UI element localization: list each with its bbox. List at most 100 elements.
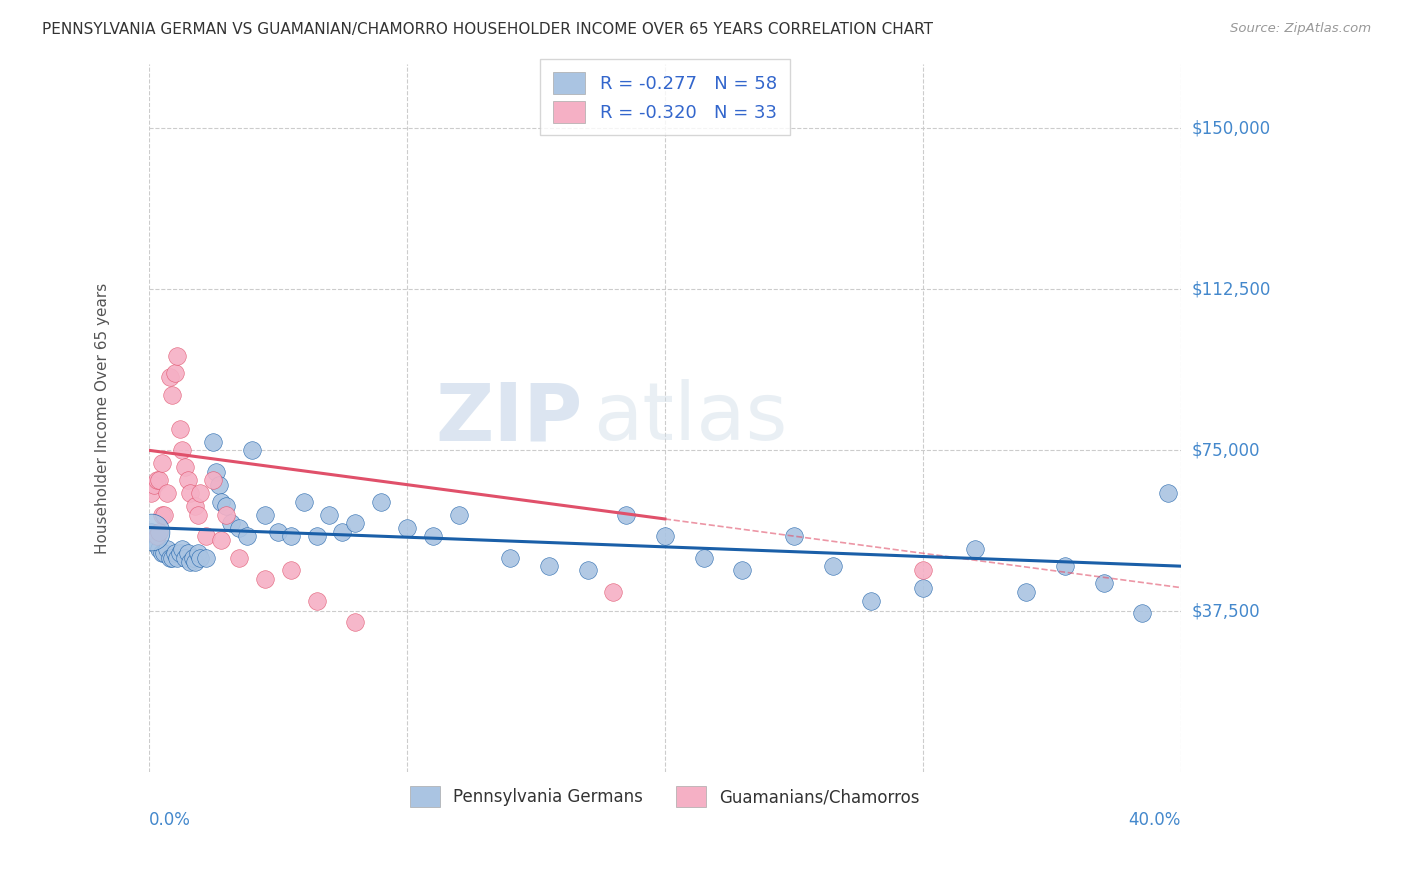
Point	[370, 495, 392, 509]
Point	[179, 486, 201, 500]
Point	[166, 349, 188, 363]
Point	[145, 473, 167, 487]
Point	[1053, 559, 1076, 574]
Point	[576, 564, 599, 578]
Point	[1130, 607, 1153, 621]
Legend: Pennsylvania Germans, Guamanians/Chamorros: Pennsylvania Germans, Guamanians/Chamorr…	[404, 780, 927, 814]
Point	[187, 508, 209, 522]
Text: Source: ZipAtlas.com: Source: ZipAtlas.com	[1230, 22, 1371, 36]
Point	[159, 370, 181, 384]
Point	[602, 585, 624, 599]
Point	[783, 529, 806, 543]
Point	[150, 508, 173, 522]
Point	[215, 508, 238, 522]
Point	[537, 559, 560, 574]
Point	[1157, 486, 1180, 500]
Point	[499, 550, 522, 565]
Point	[174, 460, 197, 475]
Point	[174, 550, 197, 565]
Point	[305, 529, 328, 543]
Point	[159, 550, 181, 565]
Text: 40.0%: 40.0%	[1129, 811, 1181, 829]
Point	[163, 366, 186, 380]
Point	[614, 508, 637, 522]
Point	[240, 443, 263, 458]
Point	[169, 546, 191, 560]
Point	[731, 564, 754, 578]
Point	[963, 541, 986, 556]
Point	[145, 529, 167, 543]
Point	[153, 546, 176, 560]
Text: $150,000: $150,000	[1192, 120, 1271, 137]
Point	[692, 550, 714, 565]
Point	[176, 473, 198, 487]
Point	[172, 443, 194, 458]
Point	[148, 524, 170, 539]
Text: ZIP: ZIP	[434, 379, 582, 457]
Point	[150, 456, 173, 470]
Point	[141, 524, 163, 539]
Point	[160, 550, 183, 565]
Point	[143, 477, 166, 491]
Point	[148, 473, 170, 487]
Point	[654, 529, 676, 543]
Point	[202, 434, 225, 449]
Point	[202, 473, 225, 487]
Point	[148, 541, 170, 556]
Point	[141, 486, 163, 500]
Point	[209, 533, 232, 548]
Point	[141, 524, 163, 539]
Point	[860, 593, 883, 607]
Point	[236, 529, 259, 543]
Point	[156, 541, 179, 556]
Point	[187, 546, 209, 560]
Point	[160, 387, 183, 401]
Point	[215, 499, 238, 513]
Point	[194, 550, 217, 565]
Point	[190, 550, 212, 565]
Point	[194, 529, 217, 543]
Point	[176, 546, 198, 560]
Point	[150, 546, 173, 560]
Text: $75,000: $75,000	[1192, 442, 1261, 459]
Text: $112,500: $112,500	[1192, 280, 1271, 298]
Point	[332, 524, 354, 539]
Point	[166, 550, 188, 565]
Point	[145, 538, 167, 552]
Point	[179, 555, 201, 569]
Point	[205, 465, 228, 479]
Point	[422, 529, 444, 543]
Point	[1092, 576, 1115, 591]
Point	[911, 581, 934, 595]
Point	[184, 499, 207, 513]
Point	[280, 564, 302, 578]
Point	[344, 615, 367, 629]
Point	[207, 477, 229, 491]
Point	[181, 550, 204, 565]
Text: atlas: atlas	[593, 379, 787, 457]
Point	[163, 546, 186, 560]
Point	[184, 555, 207, 569]
Point	[318, 508, 340, 522]
Point	[305, 593, 328, 607]
Point	[344, 516, 367, 531]
Point	[821, 559, 844, 574]
Point	[190, 486, 212, 500]
Point	[156, 486, 179, 500]
Text: PENNSYLVANIA GERMAN VS GUAMANIAN/CHAMORRO HOUSEHOLDER INCOME OVER 65 YEARS CORRE: PENNSYLVANIA GERMAN VS GUAMANIAN/CHAMORR…	[42, 22, 934, 37]
Point	[395, 520, 418, 534]
Point	[153, 508, 176, 522]
Point	[209, 495, 232, 509]
Point	[1015, 585, 1038, 599]
Point	[228, 550, 250, 565]
Text: $37,500: $37,500	[1192, 602, 1261, 620]
Point	[267, 524, 290, 539]
Point	[280, 529, 302, 543]
Point	[253, 572, 276, 586]
Point	[447, 508, 470, 522]
Text: 0.0%: 0.0%	[149, 811, 191, 829]
Point	[172, 541, 194, 556]
Point	[292, 495, 315, 509]
Point	[221, 516, 243, 531]
Point	[169, 422, 191, 436]
